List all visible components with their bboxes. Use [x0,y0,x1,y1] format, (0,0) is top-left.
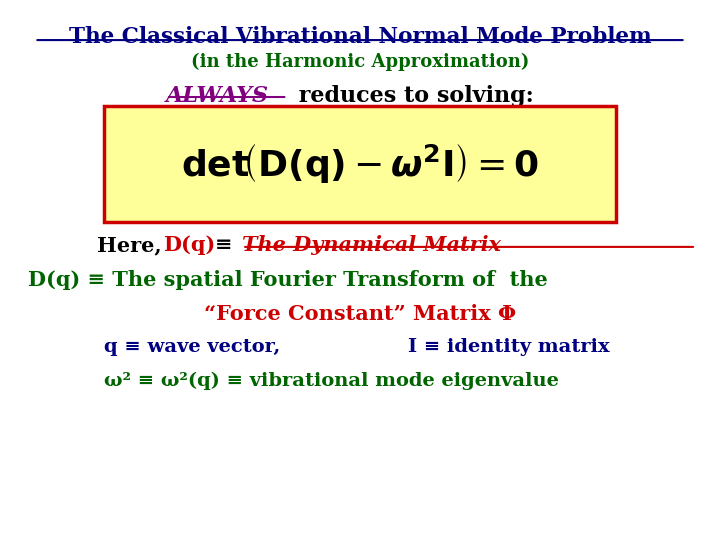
FancyBboxPatch shape [104,106,616,221]
Text: Here,: Here, [96,235,168,255]
Text: D(q) ≡ The spatial Fourier Transform of  the: D(q) ≡ The spatial Fourier Transform of … [27,270,547,290]
Text: “Force Constant” Matrix Φ: “Force Constant” Matrix Φ [204,304,516,324]
Text: ALWAYS: ALWAYS [166,85,269,107]
Text: The Dynamical Matrix: The Dynamical Matrix [242,235,501,255]
Text: $\mathbf{det}\!\left(\mathbf{D(q)}-\boldsymbol{\omega}^{\mathbf{2}}\mathbf{I}\ri: $\mathbf{det}\!\left(\mathbf{D(q)}-\bold… [181,140,539,185]
Text: (in the Harmonic Approximation): (in the Harmonic Approximation) [191,52,529,71]
Text: D(q): D(q) [163,235,215,255]
Text: reduces to solving:: reduces to solving: [291,85,534,107]
Text: I ≡ identity matrix: I ≡ identity matrix [408,338,610,356]
Text: ω² ≡ ω²(q) ≡ vibrational mode eigenvalue: ω² ≡ ω²(q) ≡ vibrational mode eigenvalue [104,372,559,390]
Text: ≡: ≡ [215,235,232,255]
Text: The Classical Vibrational Normal Mode Problem: The Classical Vibrational Normal Mode Pr… [68,25,652,48]
Text: q ≡ wave vector,: q ≡ wave vector, [104,338,280,356]
